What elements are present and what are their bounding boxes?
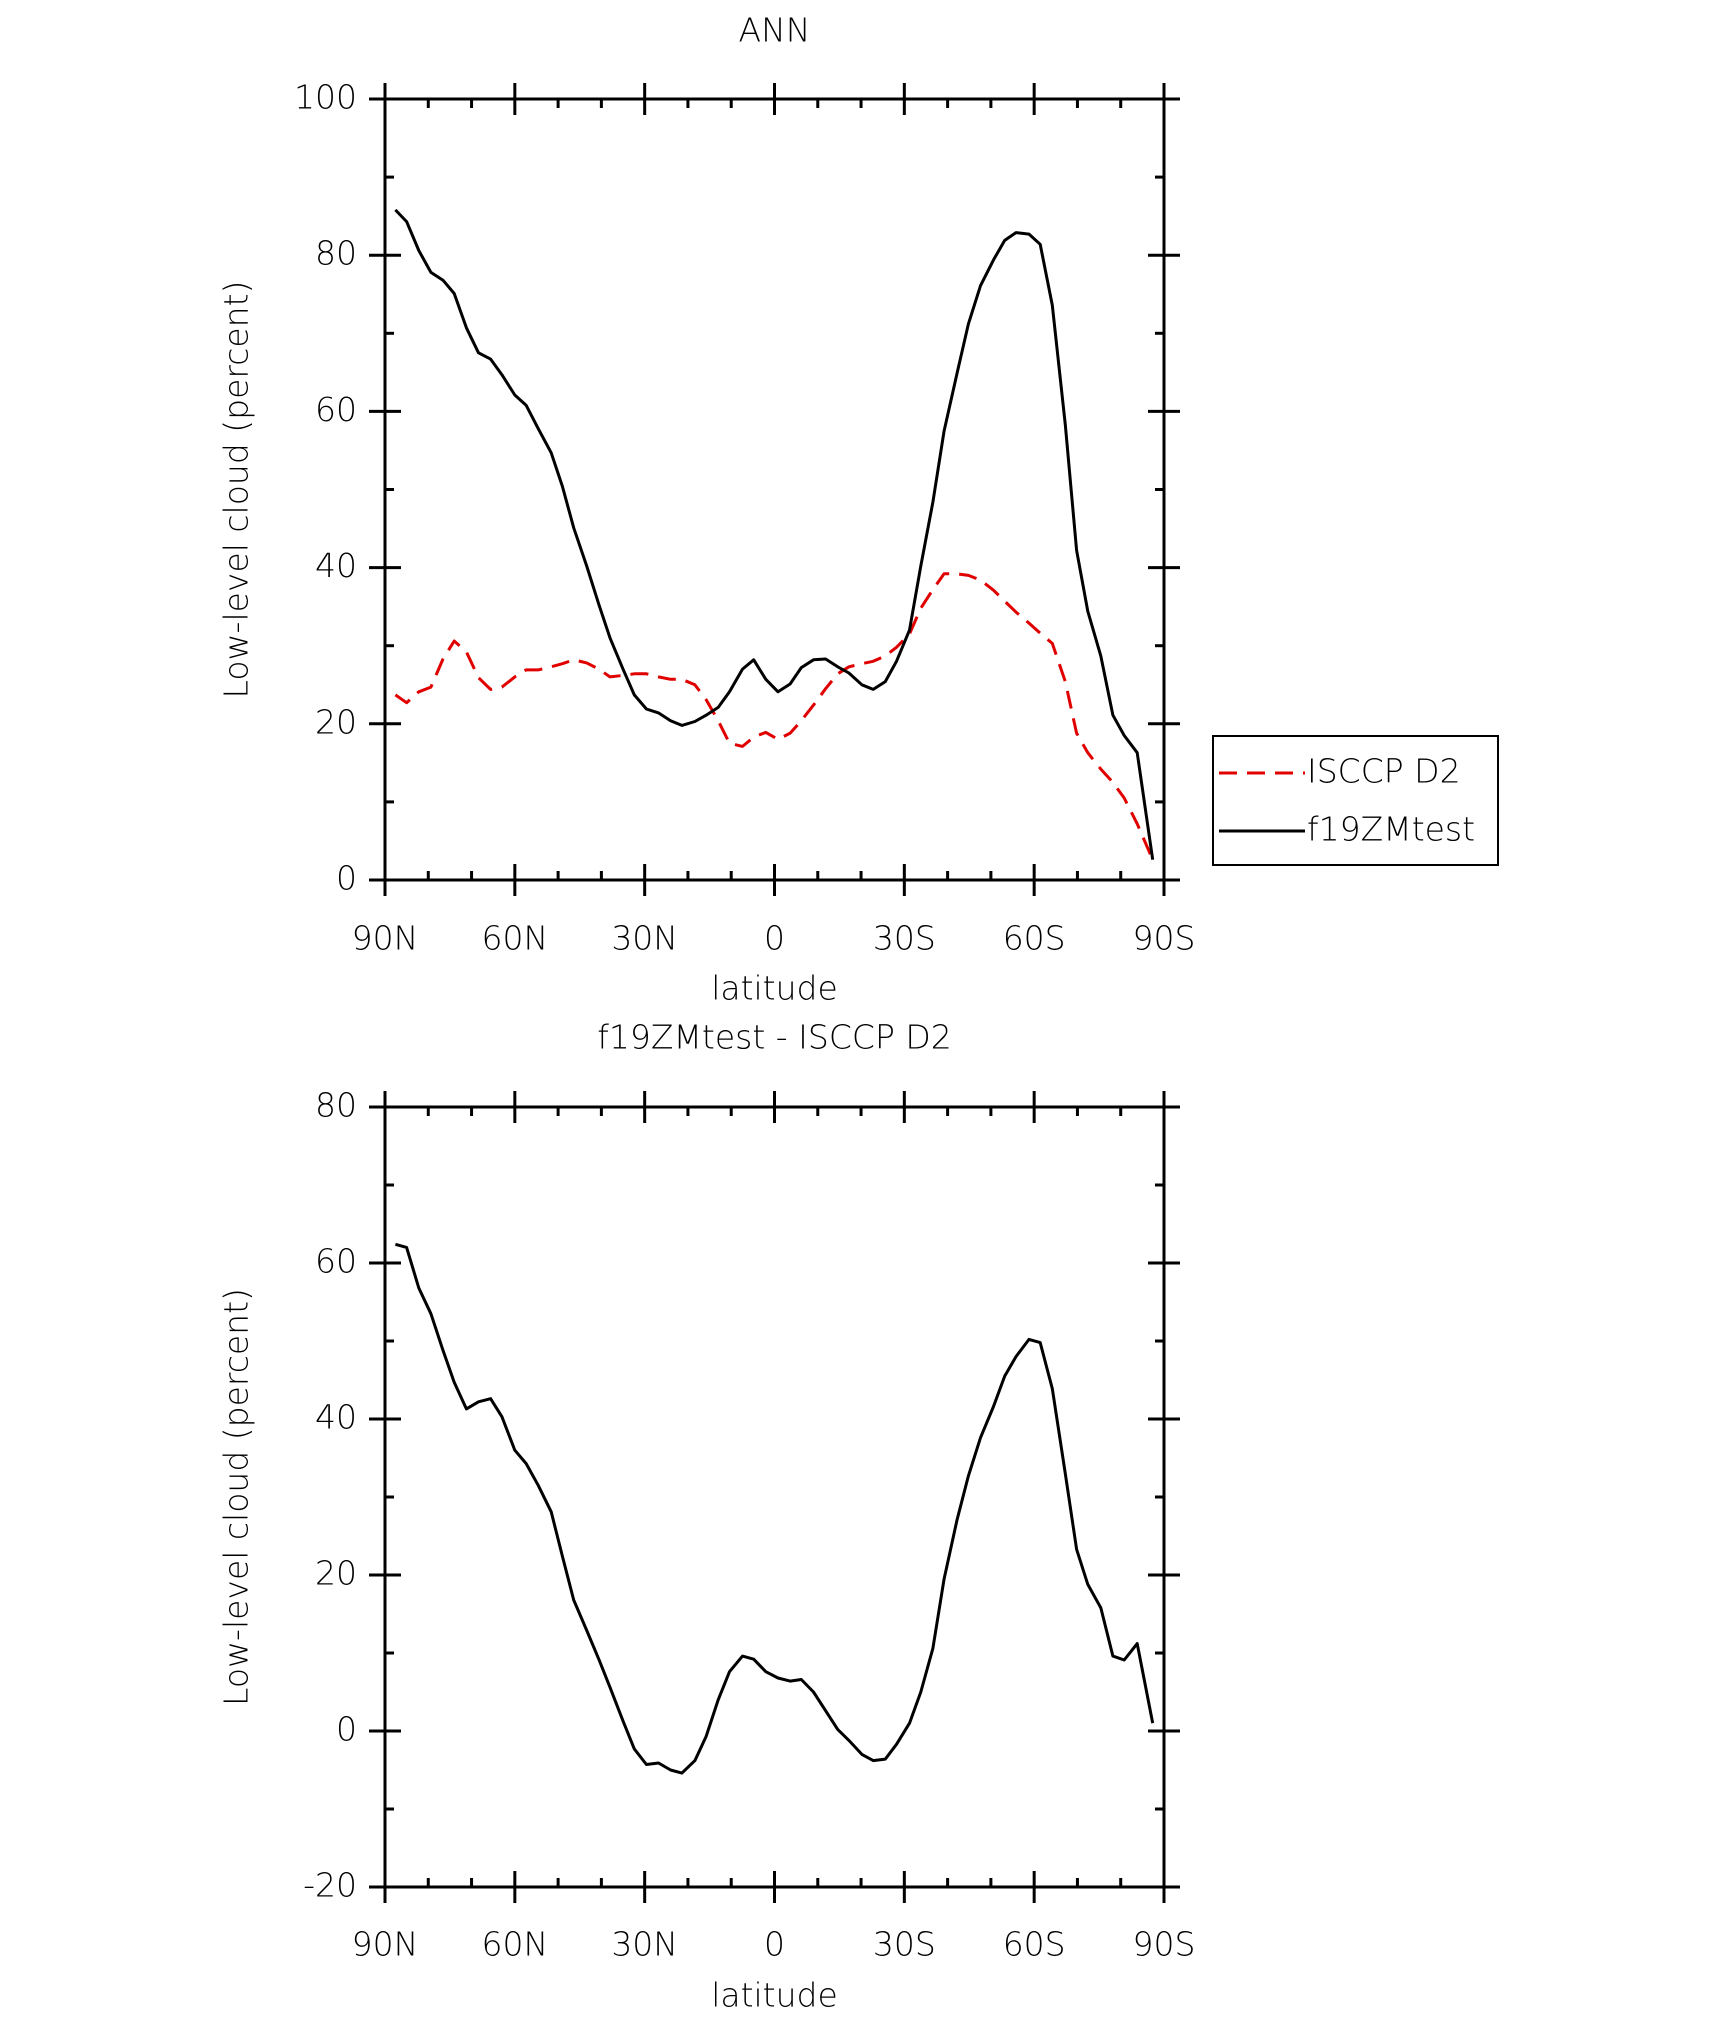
y-tick-label: 0: [336, 1710, 357, 1749]
x-tick-label: 60S: [1003, 1925, 1066, 1964]
y-tick-label: 60: [315, 390, 357, 429]
x-tick-label: 90S: [1133, 919, 1196, 958]
x-tick-label: 0: [764, 919, 785, 958]
y-tick-label: 80: [315, 1086, 357, 1125]
chart-title: f19ZMtest - ISCCP D2: [597, 1018, 952, 1057]
legend-label: f19ZMtest: [1307, 810, 1475, 849]
legend-label: ISCCP D2: [1307, 752, 1461, 791]
plot-frame: [383, 97, 1166, 882]
y-tick-label: 0: [336, 859, 357, 898]
y-tick-label: -20: [303, 1866, 357, 1905]
x-tick-label: 60N: [481, 1925, 548, 1964]
x-axis-label: latitude: [711, 969, 838, 1008]
x-tick-label: 60N: [481, 919, 548, 958]
x-tick-label: 90N: [352, 1925, 419, 1964]
chart-title: ANN: [739, 11, 811, 50]
x-tick-label: 30S: [873, 1925, 936, 1964]
x-tick-label: 60S: [1003, 919, 1066, 958]
y-axis-label: Low-level cloud (percent): [217, 281, 256, 699]
legend-box: [1212, 735, 1499, 866]
x-tick-label: 90S: [1133, 1925, 1196, 1964]
data-line: [394, 1242, 1155, 1775]
y-tick-label: 20: [315, 1554, 357, 1593]
y-tick-label: 80: [315, 234, 357, 273]
data-line: [394, 208, 1155, 860]
y-tick-label: 40: [315, 1398, 357, 1437]
x-tick-label: 0: [764, 1925, 785, 1964]
y-tick-label: 20: [315, 702, 357, 741]
x-tick-label: 30N: [611, 1925, 678, 1964]
y-axis-label: Low-level cloud (percent): [217, 1288, 256, 1706]
y-tick-label: 40: [315, 546, 357, 585]
x-tick-label: 30S: [873, 919, 936, 958]
y-tick-label: 100: [294, 78, 357, 117]
x-tick-label: 90N: [352, 919, 419, 958]
y-tick-label: 60: [315, 1242, 357, 1281]
x-axis-label: latitude: [711, 1976, 838, 2015]
x-tick-label: 30N: [611, 919, 678, 958]
plot-frame: [383, 1105, 1166, 1889]
data-line: [394, 572, 1155, 861]
